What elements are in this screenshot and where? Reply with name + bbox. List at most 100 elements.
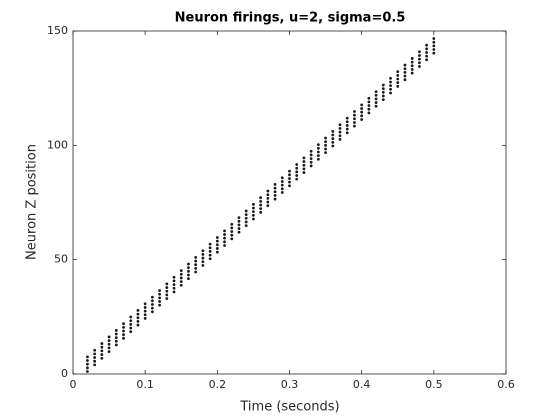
point	[244, 224, 248, 227]
point	[331, 144, 335, 148]
point	[208, 242, 212, 246]
point	[338, 127, 342, 130]
point	[403, 63, 407, 67]
point	[295, 177, 299, 181]
point	[338, 137, 342, 141]
point	[100, 356, 104, 360]
point	[244, 213, 248, 217]
point	[338, 134, 342, 138]
point	[237, 227, 241, 230]
point	[150, 306, 154, 310]
point	[410, 60, 414, 64]
point	[389, 87, 392, 91]
y-tick-label: 0	[61, 367, 68, 380]
point	[425, 51, 429, 54]
point	[266, 200, 270, 204]
point	[432, 51, 436, 55]
point	[165, 297, 169, 300]
point	[172, 279, 176, 283]
point	[324, 143, 327, 147]
point	[107, 350, 111, 353]
point	[187, 273, 190, 277]
point	[93, 348, 97, 352]
point	[201, 249, 205, 253]
point	[158, 303, 162, 307]
y-tick-label: 50	[54, 253, 68, 266]
point	[288, 184, 291, 188]
point	[280, 191, 284, 194]
point	[280, 180, 284, 183]
point	[338, 123, 342, 127]
point	[165, 286, 169, 289]
point	[215, 250, 219, 254]
point	[208, 250, 212, 253]
point	[432, 44, 436, 48]
point	[252, 217, 255, 221]
point	[208, 253, 212, 257]
point	[165, 289, 169, 293]
point	[215, 247, 219, 250]
point	[266, 189, 270, 193]
point	[244, 220, 248, 224]
point	[389, 91, 392, 95]
point	[215, 243, 219, 247]
point	[331, 129, 335, 133]
point	[129, 322, 133, 326]
point	[302, 160, 306, 163]
point	[93, 359, 97, 363]
point	[418, 57, 421, 61]
point	[223, 236, 226, 240]
point	[403, 70, 407, 74]
point	[172, 283, 176, 286]
point	[288, 173, 291, 177]
point	[381, 94, 385, 98]
point	[136, 320, 140, 323]
point	[244, 216, 248, 220]
x-tick-label: 0.6	[497, 378, 515, 391]
point	[150, 295, 154, 299]
point	[266, 196, 270, 200]
point	[360, 107, 364, 110]
point	[410, 64, 414, 68]
x-tick-label: 0.4	[353, 378, 371, 391]
point	[273, 186, 277, 190]
point	[237, 216, 241, 219]
point	[194, 263, 198, 267]
point	[179, 280, 183, 284]
point	[107, 342, 111, 346]
point	[122, 333, 125, 337]
point	[237, 219, 241, 223]
point	[418, 50, 421, 54]
point	[187, 277, 190, 281]
point	[259, 207, 263, 211]
point	[353, 113, 356, 117]
point	[143, 302, 147, 306]
point	[100, 349, 104, 353]
point	[179, 269, 183, 273]
point	[93, 356, 97, 359]
y-tick-label: 100	[47, 138, 68, 151]
point	[215, 236, 219, 239]
point	[86, 362, 89, 366]
point	[324, 147, 327, 151]
point	[143, 306, 147, 309]
point	[280, 183, 284, 187]
point	[396, 70, 400, 74]
point	[432, 40, 436, 44]
point	[143, 313, 147, 317]
point	[316, 154, 320, 158]
point	[136, 312, 140, 316]
point	[410, 71, 414, 75]
point	[172, 275, 176, 279]
point	[396, 81, 400, 85]
point	[122, 336, 125, 340]
point	[345, 124, 349, 127]
point	[396, 73, 400, 77]
point	[136, 316, 140, 320]
point	[165, 282, 169, 286]
point	[150, 310, 154, 314]
x-tick-label: 0.5	[425, 378, 443, 391]
point	[324, 151, 327, 155]
point	[418, 61, 421, 65]
